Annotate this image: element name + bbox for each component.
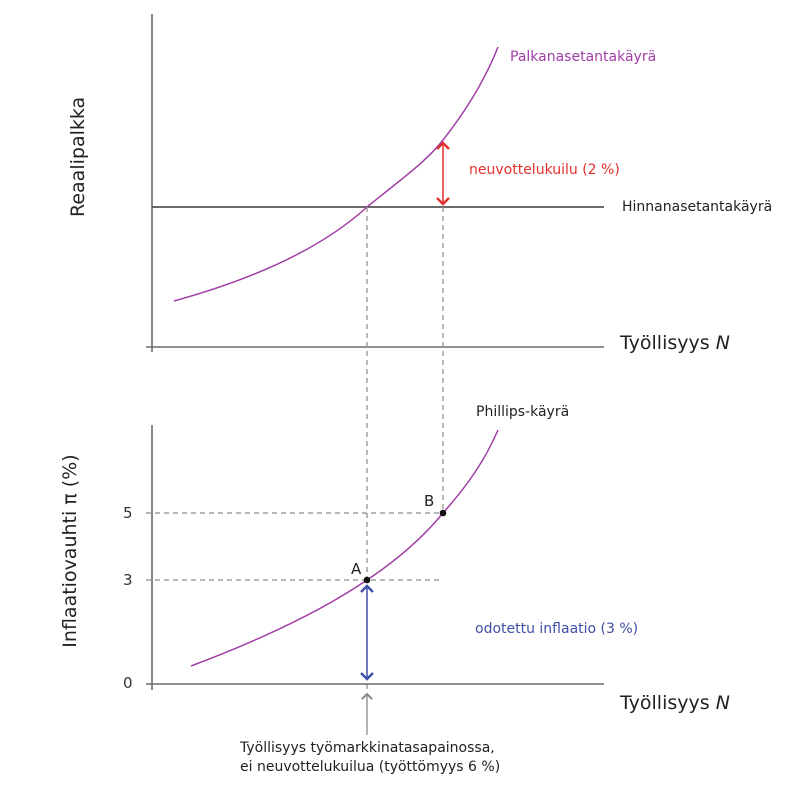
equilibrium-footnote: Työllisyys työmarkkinatasapainossa, ei n… bbox=[240, 739, 500, 777]
phillips-curve bbox=[190, 429, 499, 667]
point-a-dot bbox=[363, 576, 371, 584]
bottom-x-axis-title-text: Työllisyys bbox=[620, 692, 710, 714]
bottom-x-axis-title: Työllisyys N bbox=[620, 692, 730, 714]
footnote-line-1: Työllisyys työmarkkinatasapainossa, bbox=[240, 740, 495, 756]
top-x-axis-title: Työllisyys N bbox=[620, 332, 730, 354]
wage-setting-curve bbox=[173, 46, 499, 302]
gap-label: neuvottelukuilu (2 %) bbox=[469, 162, 620, 178]
phillips-curve-label: Phillips-käyrä bbox=[476, 404, 570, 420]
price-line-label: Hinnanasetantakäyrä bbox=[622, 199, 773, 215]
bottom-y-axis-title: Inflaatiovauhti π (%) bbox=[59, 454, 81, 648]
point-b-dot bbox=[439, 509, 447, 517]
y-tick-3: 3 bbox=[123, 571, 133, 589]
y-tick-0: 0 bbox=[123, 674, 133, 692]
top-x-axis-title-text: Työllisyys bbox=[620, 332, 710, 354]
top-x-axis-symbol: N bbox=[715, 332, 730, 354]
wage-curve-label: Palkanasetantakäyrä bbox=[510, 49, 657, 65]
expected-inflation-label: odotettu inflaatio (3 %) bbox=[475, 621, 639, 637]
point-b-label: B bbox=[424, 492, 435, 510]
bottom-x-axis-symbol: N bbox=[715, 692, 730, 714]
footnote-line-2: ei neuvottelukuilua (työttömyys 6 %) bbox=[240, 759, 501, 775]
top-y-axis-title: Reaalipalkka bbox=[67, 96, 89, 217]
dashed-guides bbox=[146, 207, 444, 692]
bottom-panel bbox=[146, 425, 604, 735]
y-tick-5: 5 bbox=[123, 504, 133, 522]
top-panel bbox=[146, 14, 604, 352]
point-a-label: A bbox=[351, 560, 362, 578]
